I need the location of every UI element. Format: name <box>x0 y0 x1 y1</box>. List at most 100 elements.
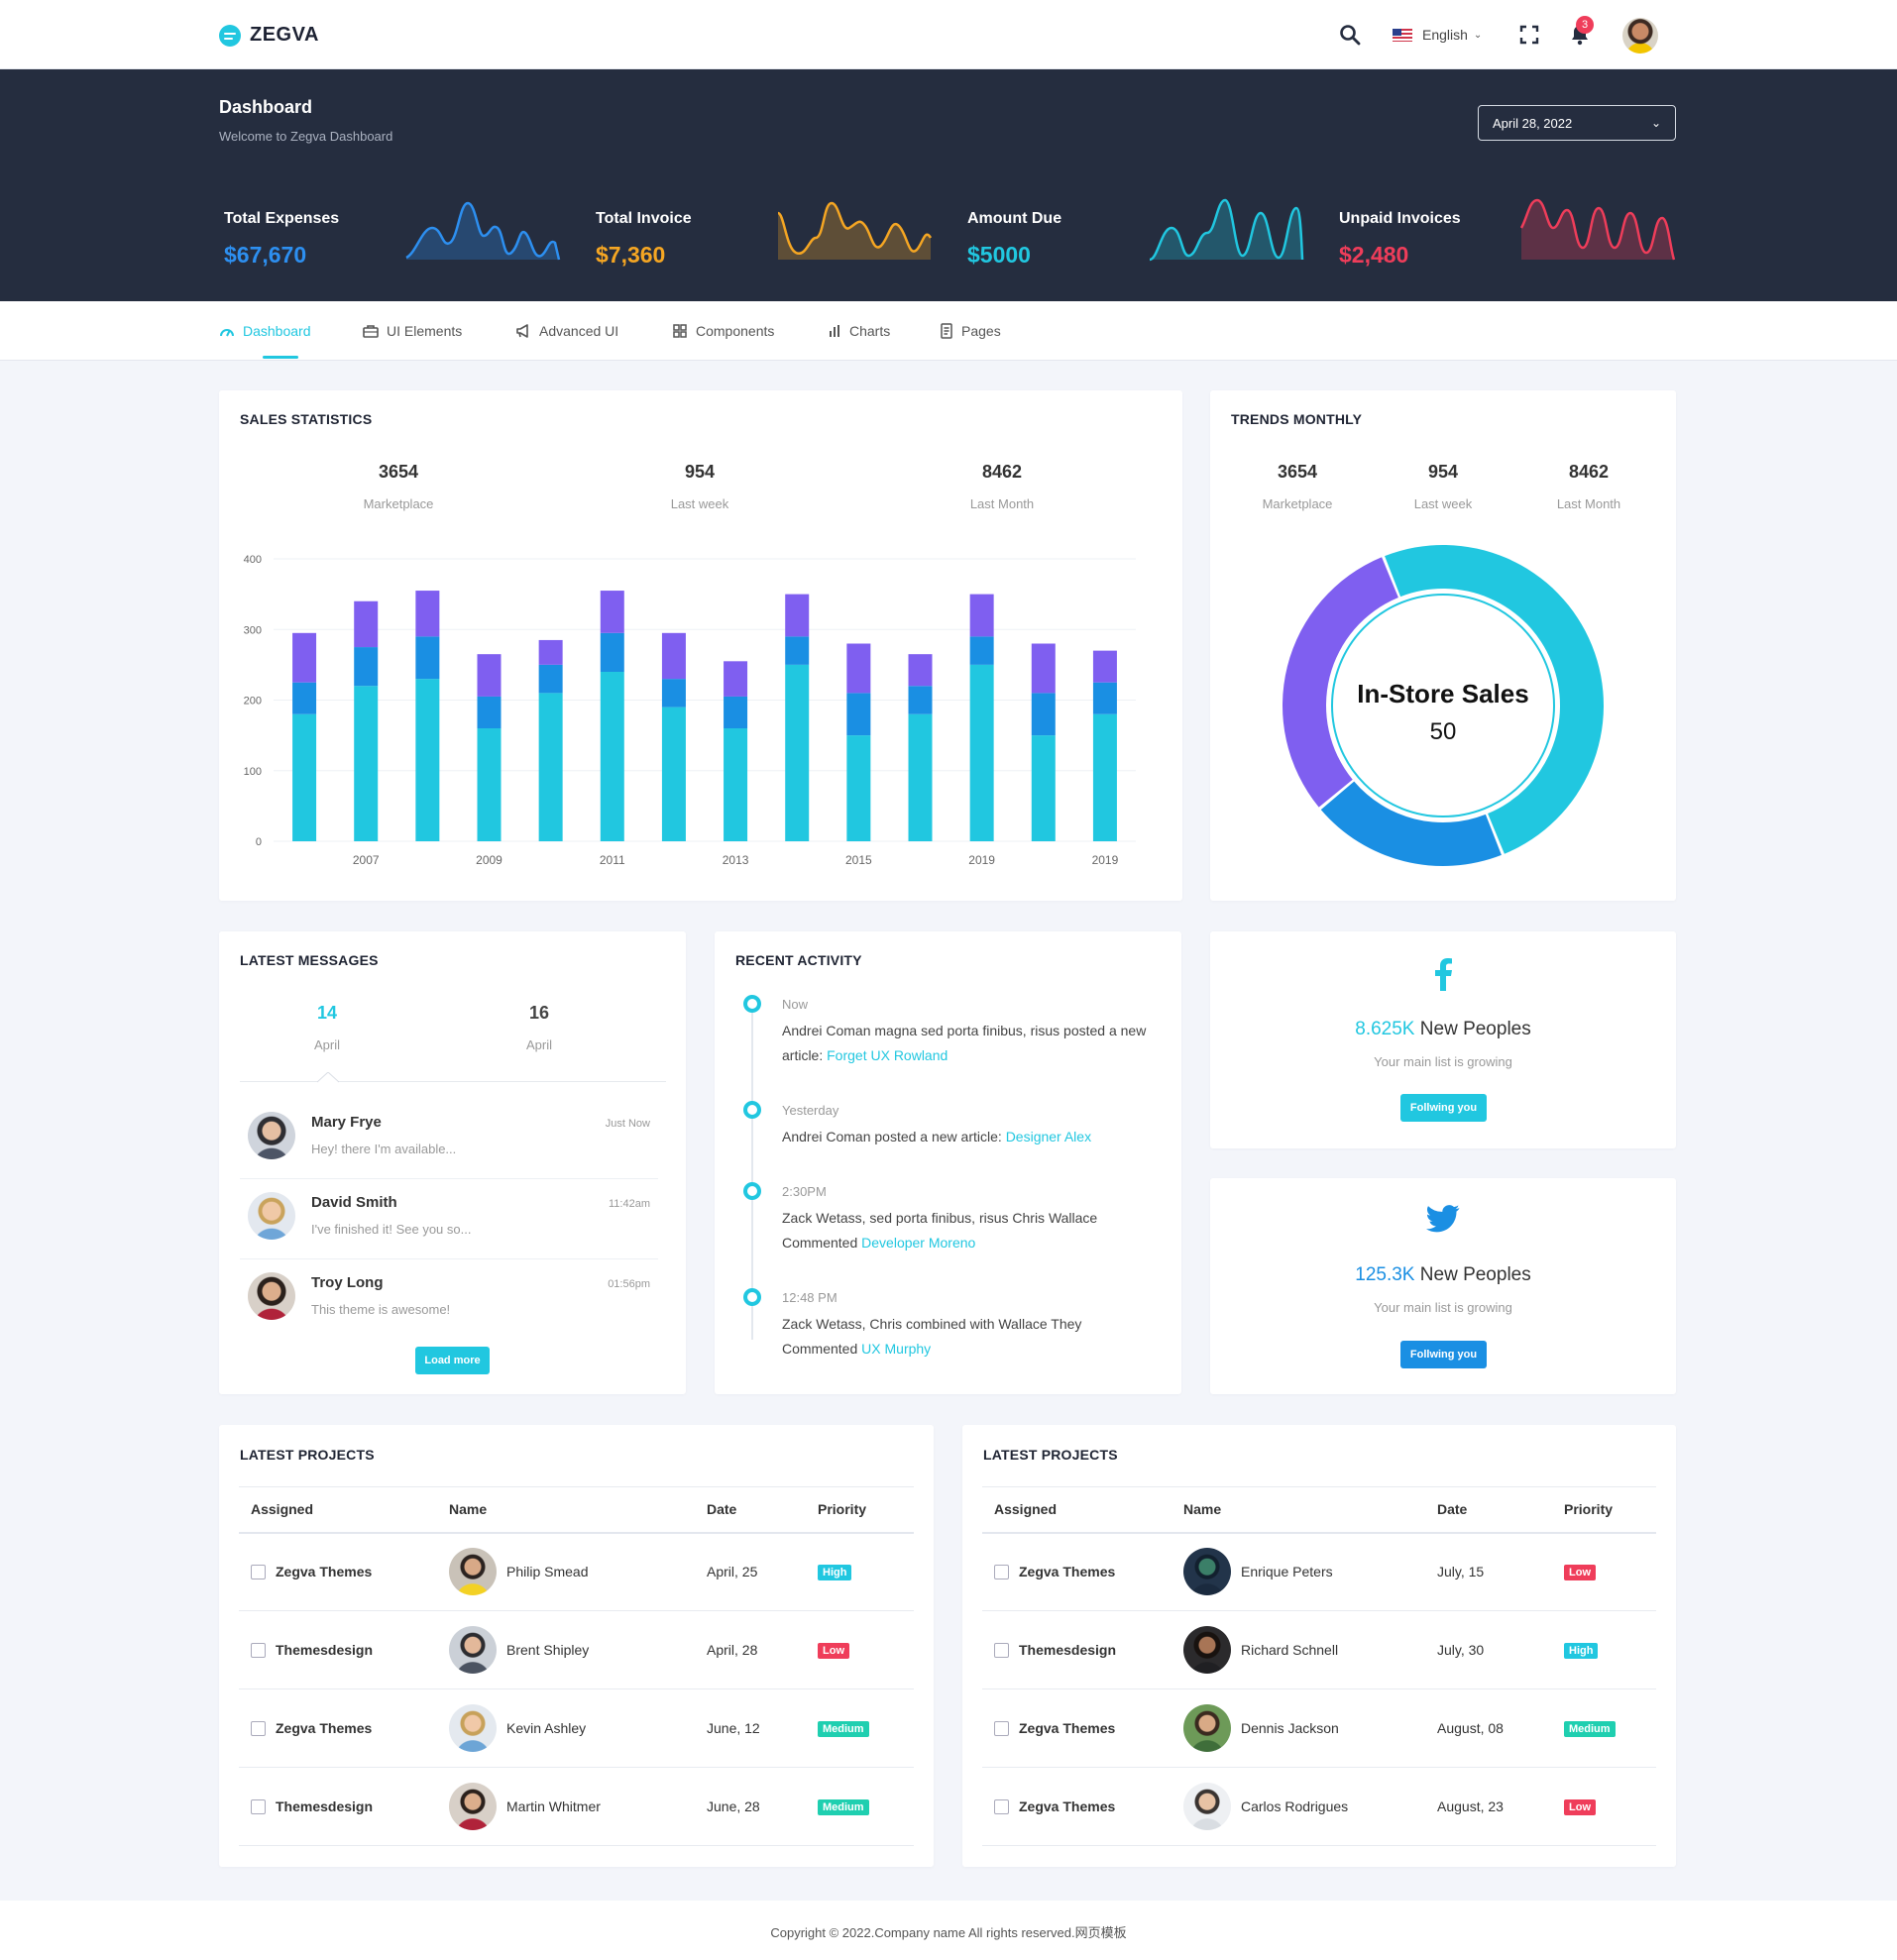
facebook-stats-card: 8.625K New Peoples Your main list is gro… <box>1210 931 1676 1148</box>
latest-messages-card: LATEST MESSAGES 14 April 16 April Mary F… <box>219 931 686 1394</box>
facebook-follow-button[interactable]: Follwing you <box>1400 1094 1487 1122</box>
bar-segment <box>538 693 563 841</box>
message-item[interactable]: Troy Long This theme is awesome! 01:56pm <box>240 1262 658 1342</box>
twitter-subtext: Your main list is growing <box>1374 1300 1512 1315</box>
y-tick-label: 400 <box>244 554 262 566</box>
kpi-label: Last Month <box>969 496 1035 511</box>
sales-statistics-card: SALES STATISTICS 3654 Marketplace 954 La… <box>219 390 1182 901</box>
priority-badge: Medium <box>1564 1721 1616 1737</box>
message-date-tab[interactable]: 14 April <box>287 1003 367 1052</box>
kpi-last-month: 8462 Last Month <box>923 462 1081 511</box>
kpi-value: 3654 <box>378 462 419 482</box>
activity-time: 2:30PM <box>782 1184 827 1199</box>
priority-badge: Low <box>1564 1799 1596 1815</box>
bar-segment <box>292 682 317 714</box>
logo[interactable]: ZEGVA <box>219 24 319 47</box>
nav-advanced-ui[interactable]: Advanced UI <box>515 301 618 361</box>
activity-description: Zack Wetass, sed porta finibus, risus Ch… <box>782 1210 1098 1251</box>
table-row: Zegva Themes Kevin Ashley June, 12 Mediu… <box>239 1688 914 1768</box>
bar-segment <box>600 632 624 672</box>
copyright-text: Copyright © 2022.Company name All rights… <box>770 1925 1127 1940</box>
bar-segment <box>661 707 686 841</box>
divider <box>240 1258 658 1259</box>
col-date: Date <box>695 1486 806 1534</box>
bar-segment <box>1092 650 1117 683</box>
bar-segment <box>724 661 748 697</box>
donut-center-label: In-Store Sales <box>1357 679 1528 708</box>
donut-slice <box>1320 781 1502 866</box>
activity-link[interactable]: Designer Alex <box>1005 1129 1092 1144</box>
in-store-sales-donut: In-Store Sales 50 <box>1283 545 1604 866</box>
search-button[interactable] <box>1339 0 1361 69</box>
bar-segment <box>477 728 502 841</box>
nav-label: Pages <box>961 323 1001 339</box>
project-date: July, 30 <box>1425 1610 1552 1689</box>
load-more-button[interactable]: Load more <box>415 1347 490 1374</box>
assigned-team: Themesdesign <box>1019 1642 1117 1658</box>
activity-link[interactable]: Developer Moreno <box>861 1235 976 1251</box>
bar-segment <box>969 664 994 841</box>
person-name: Richard Schnell <box>1241 1642 1339 1658</box>
facebook-count: 8.625K <box>1355 1019 1415 1039</box>
priority-badge: High <box>1564 1643 1599 1659</box>
activity-link[interactable]: UX Murphy <box>861 1341 932 1357</box>
row-checkbox[interactable] <box>994 1564 1009 1579</box>
assigned-team: Zegva Themes <box>1019 1564 1116 1580</box>
y-tick-label: 200 <box>244 696 262 708</box>
notifications-button[interactable] <box>1570 0 1590 69</box>
row-checkbox[interactable] <box>994 1798 1009 1814</box>
divider <box>240 1178 658 1179</box>
nav-pages[interactable]: Pages <box>940 301 1001 361</box>
assigned-team: Zegva Themes <box>1019 1798 1116 1814</box>
language-selector[interactable]: English ⌄ <box>1393 0 1482 69</box>
kpi-value: 8462 <box>1568 462 1610 482</box>
stat-total-invoice: Total Invoice $7,360 <box>596 210 692 269</box>
stat-value: $2,480 <box>1339 242 1409 268</box>
message-item[interactable]: David Smith I've finished it! See you so… <box>240 1182 658 1261</box>
row-checkbox[interactable] <box>251 1798 266 1814</box>
sparkline-unpaid-invoices <box>1519 198 1676 261</box>
avatar <box>1183 1626 1231 1674</box>
nav-charts[interactable]: Charts <box>828 301 890 361</box>
sender-name: Mary Frye <box>311 1114 382 1131</box>
divider <box>240 1081 666 1082</box>
bar-segment <box>600 672 624 841</box>
y-tick-label: 100 <box>244 766 262 778</box>
bar-segment <box>415 679 440 841</box>
kpi-value: 3654 <box>1277 462 1318 482</box>
col-assigned: Assigned <box>239 1486 437 1534</box>
x-tick-label: 2011 <box>600 853 625 867</box>
person-name: Martin Whitmer <box>506 1798 601 1814</box>
table-row: Themesdesign Brent Shipley April, 28 Low <box>239 1610 914 1689</box>
timeline-dot <box>743 1101 761 1119</box>
bar-segment <box>785 594 810 637</box>
person-name: Enrique Peters <box>1241 1564 1333 1580</box>
nav-label: Charts <box>849 323 891 339</box>
nav-ui-elements[interactable]: UI Elements <box>363 301 462 361</box>
twitter-count: 125.3K <box>1355 1264 1415 1285</box>
activity-description: Andrei Coman posted a new article: <box>782 1129 1006 1144</box>
bar-chart-icon <box>830 325 839 337</box>
priority-badge: High <box>818 1565 852 1581</box>
row-checkbox[interactable] <box>994 1720 1009 1736</box>
twitter-follow-button[interactable]: Follwing you <box>1400 1341 1487 1368</box>
row-checkbox[interactable] <box>251 1642 266 1658</box>
activity-link[interactable]: Forget UX Rowland <box>827 1047 948 1063</box>
nav-components[interactable]: Components <box>672 301 774 361</box>
avatar <box>248 1272 295 1320</box>
user-avatar[interactable] <box>1622 18 1658 54</box>
facebook-subtext: Your main list is growing <box>1374 1054 1512 1069</box>
x-tick-label: 2009 <box>476 853 502 867</box>
row-checkbox[interactable] <box>251 1564 266 1579</box>
us-flag-icon <box>1393 28 1412 42</box>
date-select[interactable]: April 28, 2022 ⌄ <box>1478 105 1676 141</box>
row-checkbox[interactable] <box>251 1720 266 1736</box>
x-tick-label: 2007 <box>353 853 380 867</box>
message-item[interactable]: Mary Frye Hey! there I'm available... Ju… <box>240 1102 658 1181</box>
priority-badge: Low <box>818 1643 849 1659</box>
nav-dashboard[interactable]: Dashboard <box>219 301 311 361</box>
message-date-tab[interactable]: 16 April <box>500 1003 579 1052</box>
row-checkbox[interactable] <box>994 1642 1009 1658</box>
fullscreen-button[interactable] <box>1519 0 1539 69</box>
stat-value: $7,360 <box>596 242 666 268</box>
